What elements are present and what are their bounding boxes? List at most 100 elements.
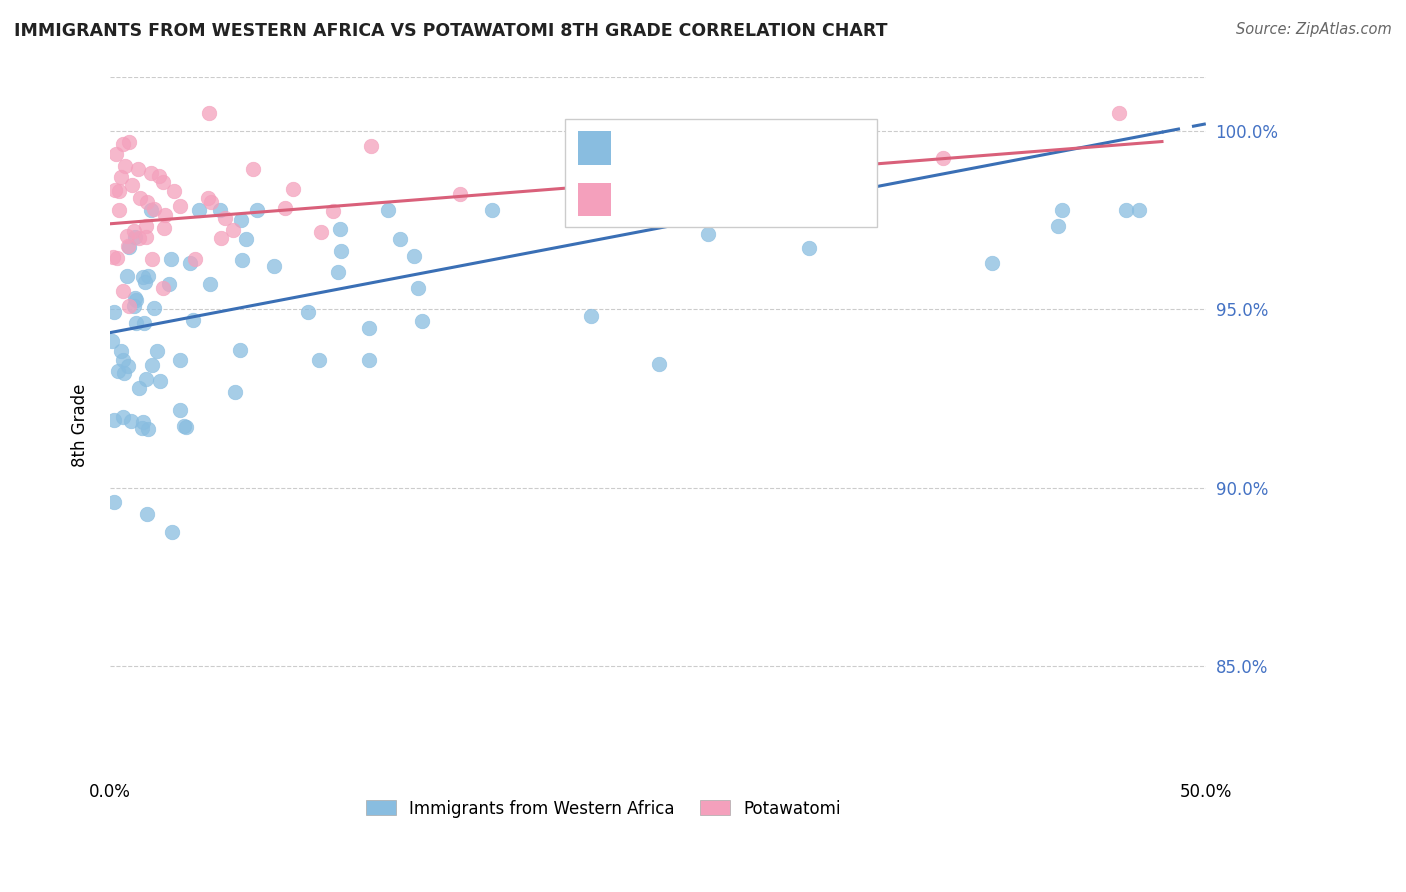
Point bbox=[322, 203, 344, 218]
Point bbox=[188, 202, 211, 217]
Point bbox=[229, 343, 252, 357]
Point bbox=[179, 256, 201, 270]
Point bbox=[135, 194, 157, 209]
Point bbox=[153, 208, 176, 222]
Point bbox=[103, 183, 125, 197]
Point bbox=[283, 181, 305, 195]
Point bbox=[103, 495, 125, 509]
Point bbox=[377, 202, 399, 217]
Point bbox=[449, 186, 471, 201]
Point bbox=[804, 202, 827, 217]
Point bbox=[135, 219, 157, 233]
Point bbox=[153, 221, 176, 235]
Point bbox=[308, 353, 330, 368]
Text: R = 0.347   N = 50: R = 0.347 N = 50 bbox=[627, 191, 797, 209]
Point bbox=[136, 422, 159, 436]
Point bbox=[162, 525, 184, 540]
Point bbox=[103, 305, 125, 319]
Point bbox=[209, 231, 232, 245]
Point bbox=[142, 301, 165, 316]
Point bbox=[360, 138, 382, 153]
Point bbox=[139, 202, 162, 217]
Point bbox=[118, 240, 141, 254]
FancyBboxPatch shape bbox=[565, 120, 877, 227]
Point bbox=[357, 320, 380, 334]
Point bbox=[132, 269, 155, 284]
Point bbox=[105, 251, 128, 265]
Point bbox=[107, 203, 129, 218]
Y-axis label: 8th Grade: 8th Grade bbox=[72, 384, 89, 467]
Point bbox=[111, 410, 134, 425]
Point bbox=[124, 291, 146, 305]
Point bbox=[112, 137, 135, 152]
Point bbox=[648, 357, 671, 371]
Point bbox=[129, 191, 152, 205]
Point bbox=[103, 413, 125, 427]
Point bbox=[326, 265, 349, 279]
Point bbox=[101, 334, 124, 349]
Point bbox=[117, 239, 139, 253]
Point bbox=[118, 299, 141, 313]
Point bbox=[209, 202, 232, 217]
Point bbox=[174, 420, 197, 434]
Point bbox=[198, 277, 221, 291]
Point bbox=[136, 269, 159, 284]
Point bbox=[263, 259, 285, 273]
Point bbox=[111, 284, 134, 298]
Point bbox=[163, 184, 186, 198]
Point bbox=[134, 275, 156, 289]
Point bbox=[184, 252, 207, 266]
Point bbox=[169, 199, 191, 213]
Point bbox=[389, 232, 412, 246]
FancyBboxPatch shape bbox=[578, 131, 610, 164]
Point bbox=[1046, 219, 1069, 233]
Point bbox=[132, 415, 155, 429]
Text: R = 0.278   N = 75: R = 0.278 N = 75 bbox=[627, 139, 797, 157]
Point bbox=[145, 344, 167, 359]
Point bbox=[231, 252, 253, 267]
Point bbox=[125, 293, 148, 307]
Point bbox=[481, 202, 503, 217]
Point bbox=[122, 300, 145, 314]
Point bbox=[747, 207, 769, 221]
Point bbox=[135, 371, 157, 385]
Point bbox=[148, 169, 170, 183]
Point bbox=[136, 507, 159, 521]
Point bbox=[107, 364, 129, 378]
Point bbox=[330, 244, 353, 258]
Text: Source: ZipAtlas.com: Source: ZipAtlas.com bbox=[1236, 22, 1392, 37]
Point bbox=[222, 223, 245, 237]
Point bbox=[357, 353, 380, 368]
Point bbox=[141, 252, 163, 266]
Point bbox=[235, 232, 257, 246]
Point bbox=[143, 202, 166, 217]
Point bbox=[115, 269, 138, 284]
Point bbox=[124, 230, 146, 244]
Point bbox=[128, 230, 150, 244]
Point bbox=[124, 316, 146, 330]
Point bbox=[131, 421, 153, 435]
Point bbox=[173, 418, 195, 433]
Legend: Immigrants from Western Africa, Potawatomi: Immigrants from Western Africa, Potawato… bbox=[359, 793, 848, 824]
Point bbox=[127, 162, 149, 177]
Point bbox=[579, 310, 602, 324]
Text: IMMIGRANTS FROM WESTERN AFRICA VS POTAWATOMI 8TH GRADE CORRELATION CHART: IMMIGRANTS FROM WESTERN AFRICA VS POTAWA… bbox=[14, 22, 887, 40]
Point bbox=[141, 166, 163, 180]
Point bbox=[120, 414, 142, 428]
Point bbox=[157, 277, 180, 291]
Point bbox=[231, 213, 253, 227]
Point bbox=[135, 230, 157, 244]
Point bbox=[117, 229, 139, 244]
Point bbox=[122, 224, 145, 238]
Point bbox=[141, 358, 163, 372]
Point bbox=[1108, 106, 1130, 120]
Point bbox=[246, 202, 269, 217]
Point bbox=[406, 281, 429, 295]
Point bbox=[112, 352, 135, 367]
Point bbox=[169, 403, 191, 417]
Point bbox=[105, 147, 128, 161]
Point bbox=[198, 106, 221, 120]
Point bbox=[108, 184, 131, 198]
Point bbox=[121, 178, 143, 193]
Point bbox=[797, 241, 820, 255]
